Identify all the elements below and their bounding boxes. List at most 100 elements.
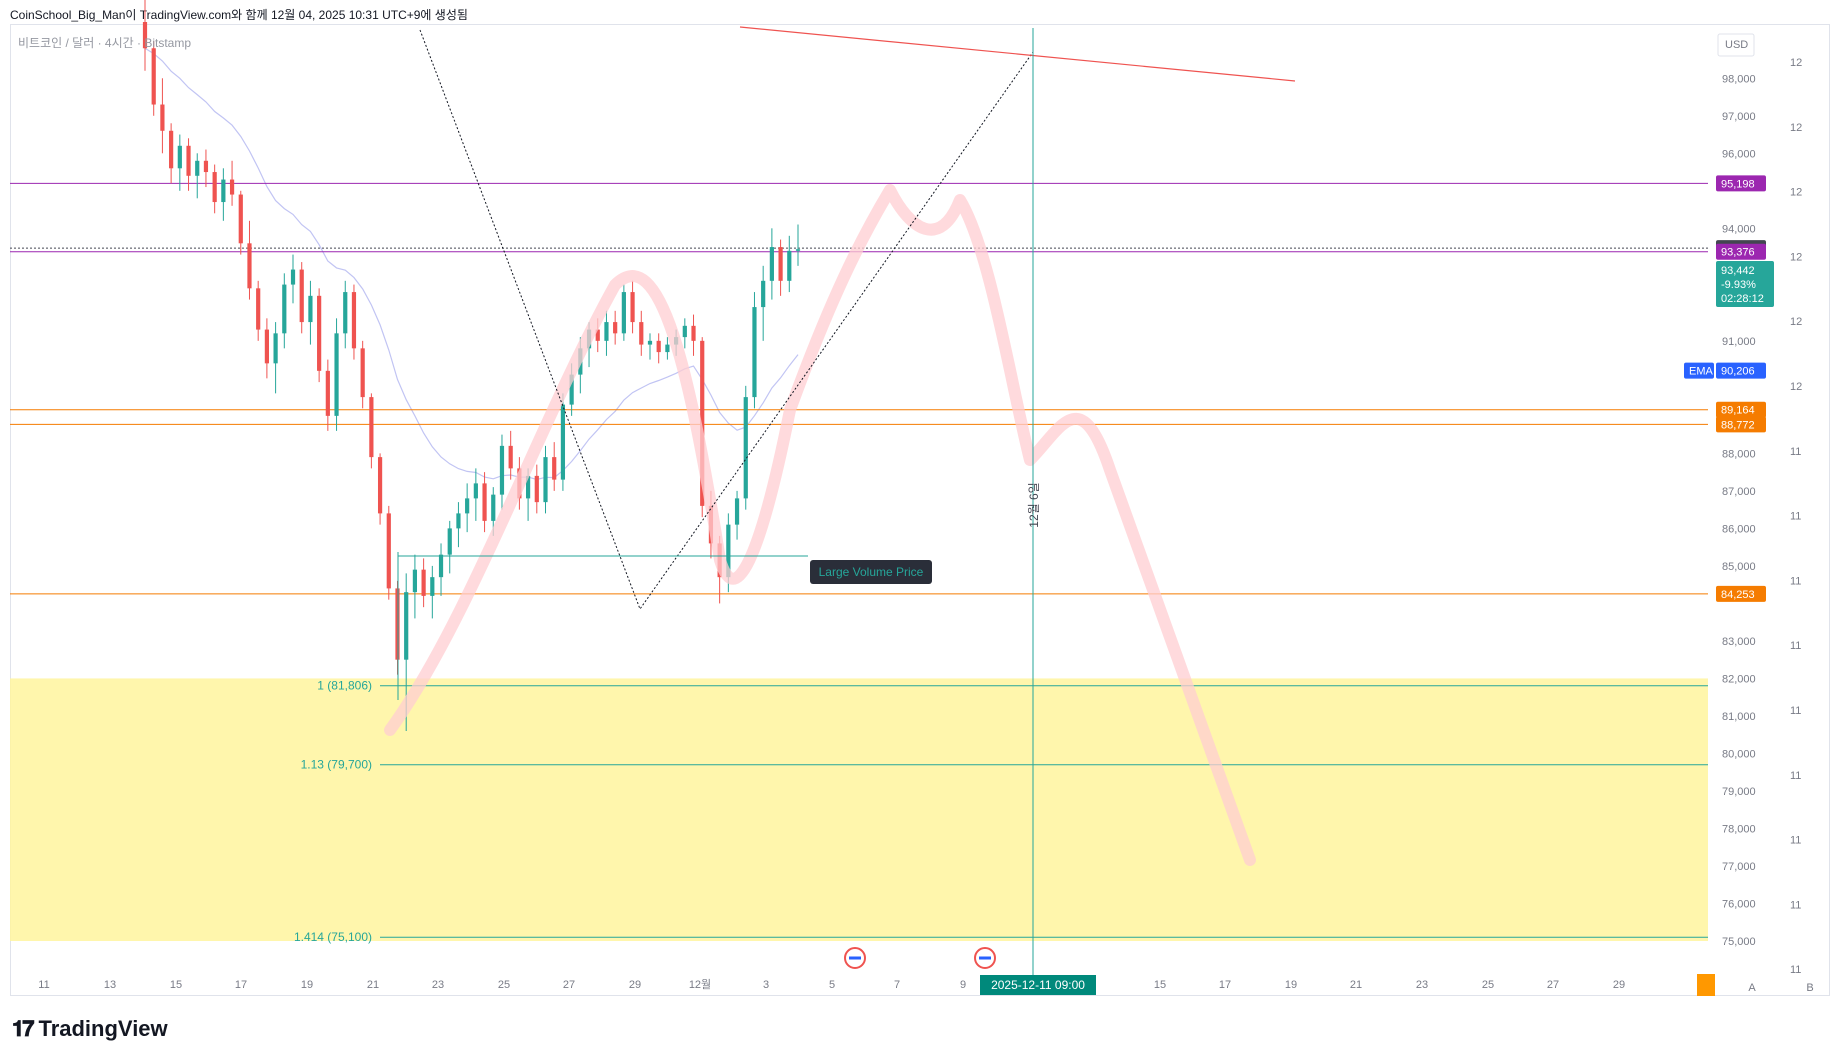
candle[interactable] [456, 502, 461, 548]
red-trend-line[interactable] [739, 26, 1296, 82]
price-tick-5: 88,000 [1722, 448, 1756, 460]
candle[interactable] [665, 337, 670, 360]
candle[interactable] [613, 310, 618, 345]
candle[interactable] [369, 393, 374, 469]
candle[interactable] [682, 318, 687, 349]
tradingview-logo-text: TradingView [38, 1016, 168, 1041]
right-strip-tick-10: 11 [1790, 705, 1801, 717]
candle-body [264, 329, 269, 364]
candle[interactable] [552, 442, 557, 491]
candle-body [700, 340, 705, 506]
price-tick-17: 75,000 [1722, 936, 1756, 948]
candle[interactable] [203, 149, 209, 188]
projection-path[interactable] [384, 184, 1256, 866]
candle[interactable] [282, 273, 287, 349]
candle-body [595, 329, 600, 341]
candle[interactable] [412, 554, 418, 619]
candle[interactable] [151, 40, 156, 116]
candle[interactable] [734, 490, 740, 540]
highlight-zone [10, 678, 1708, 941]
candle[interactable] [430, 565, 435, 619]
candle[interactable] [264, 318, 269, 379]
candle[interactable] [247, 220, 252, 300]
candle[interactable] [630, 280, 635, 334]
time-tick-13: 7 [894, 979, 900, 991]
price-tag-0: 95,198 [1721, 178, 1755, 190]
candle-body [613, 322, 618, 334]
candle[interactable] [743, 385, 748, 510]
candle[interactable] [482, 472, 487, 533]
candle-body [412, 569, 418, 593]
candle[interactable] [142, 0, 148, 71]
fib-label-0: 1 (81,806) [317, 679, 372, 693]
candle[interactable] [221, 168, 226, 221]
candle[interactable] [290, 254, 296, 304]
candle[interactable] [752, 292, 757, 409]
candle[interactable] [769, 228, 774, 300]
time-tick-22: 29 [1613, 979, 1625, 991]
candle[interactable] [351, 284, 357, 360]
candle[interactable] [334, 318, 339, 431]
price-axis[interactable] [1712, 28, 1824, 978]
candle[interactable] [508, 430, 513, 480]
candle[interactable] [604, 310, 609, 356]
price-tick-9: 83,000 [1722, 636, 1756, 648]
candle[interactable] [256, 280, 261, 341]
candle[interactable] [160, 78, 165, 154]
candle[interactable] [343, 280, 348, 349]
candle[interactable] [639, 310, 644, 356]
candle[interactable] [534, 464, 539, 514]
candle[interactable] [395, 580, 400, 675]
candle[interactable] [647, 333, 653, 360]
candle[interactable] [229, 160, 235, 206]
candle[interactable] [787, 235, 792, 293]
symbol-label: 비트코인 / 달러 · 4시간 · Bitstamp [18, 36, 192, 50]
price-tick-15: 77,000 [1722, 861, 1756, 873]
candle-body [273, 333, 278, 364]
candle[interactable] [795, 224, 801, 266]
candle[interactable] [560, 393, 566, 491]
candle-body [238, 194, 243, 244]
candle[interactable] [299, 262, 304, 334]
candle[interactable] [778, 239, 783, 296]
candle[interactable] [360, 340, 365, 409]
candle[interactable] [273, 322, 278, 394]
candle[interactable] [325, 359, 330, 431]
candle[interactable] [186, 138, 191, 191]
candle[interactable] [421, 558, 426, 608]
candle[interactable] [377, 453, 383, 525]
candle[interactable] [621, 284, 626, 341]
candle[interactable] [317, 288, 322, 383]
candle[interactable] [195, 153, 200, 199]
time-tick-1: 13 [104, 979, 116, 991]
candle[interactable] [499, 434, 505, 510]
candle-body [325, 370, 330, 416]
price-tag-5-box [1716, 416, 1766, 433]
candle[interactable] [169, 123, 174, 184]
candle-body [203, 160, 209, 173]
zigzag-dotted-line[interactable] [419, 29, 1034, 611]
candle[interactable] [438, 543, 444, 596]
candle[interactable] [177, 134, 182, 191]
candle[interactable] [473, 468, 478, 521]
candle[interactable] [308, 280, 313, 345]
candle[interactable] [543, 445, 548, 514]
candle[interactable] [656, 333, 661, 364]
right-strip-tick-2: 12 [1790, 187, 1802, 199]
price-tick-6: 87,000 [1722, 486, 1756, 498]
candle[interactable] [761, 265, 766, 341]
candle[interactable] [212, 164, 217, 214]
currency-button[interactable] [1717, 33, 1755, 57]
candle[interactable] [447, 520, 452, 574]
candle[interactable] [386, 505, 391, 600]
candle-body [726, 524, 731, 578]
candle-body [752, 307, 757, 398]
candle-body [543, 457, 548, 503]
fib-label-2: 1.414 (75,100) [294, 930, 372, 944]
price-tag-0-box [1716, 175, 1766, 192]
time-tick-19: 23 [1416, 979, 1428, 991]
candle[interactable] [465, 483, 470, 533]
candle[interactable] [691, 314, 696, 356]
candle[interactable] [238, 190, 243, 255]
